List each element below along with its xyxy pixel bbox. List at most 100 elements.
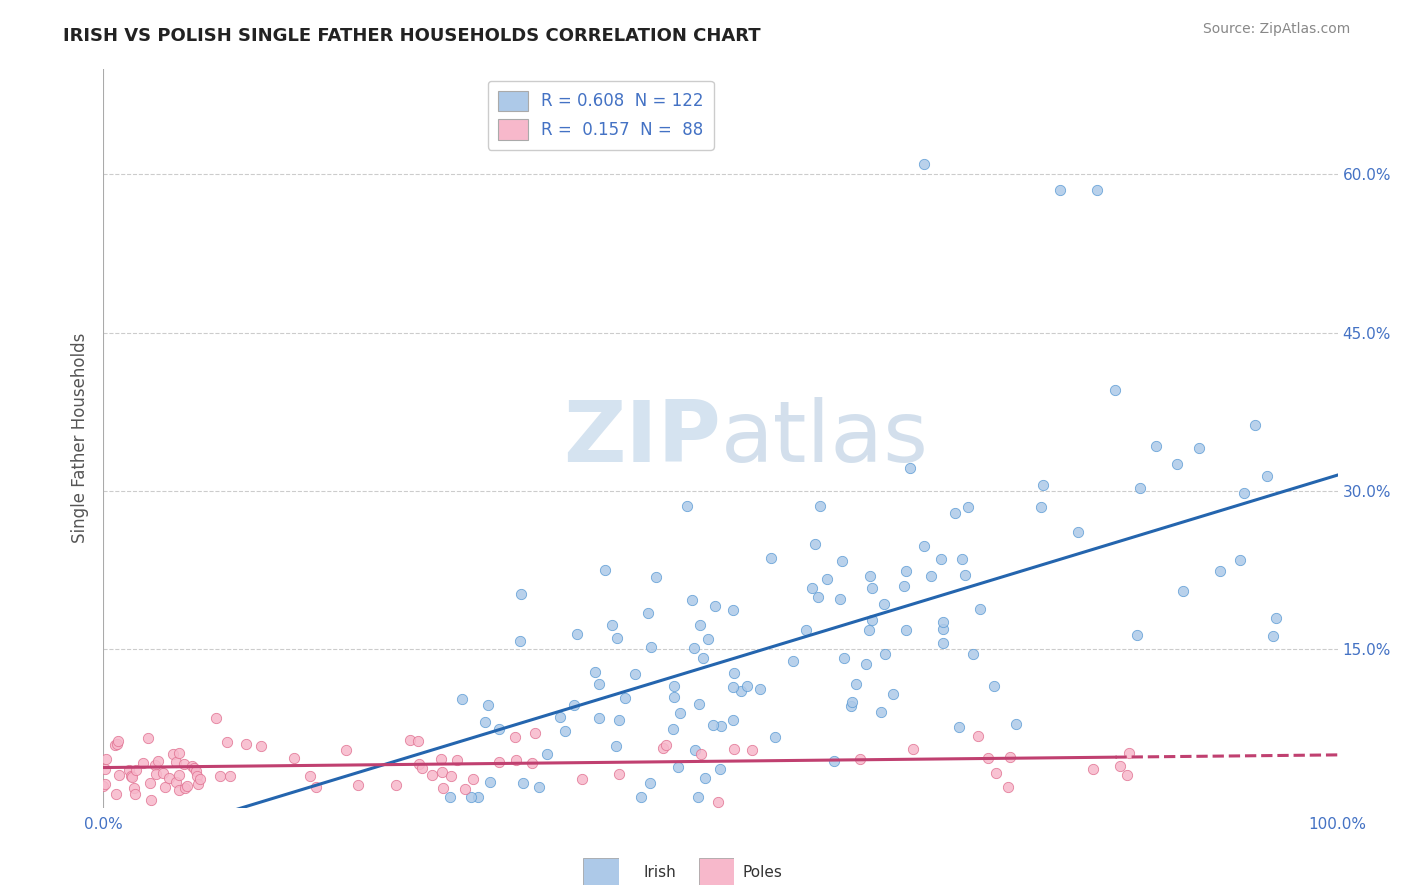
Point (520, 756, 543, 770)
Point (583, 665, 606, 679)
Point (898, 460, 921, 475)
Point (346, 778, 368, 792)
Point (870, 705, 893, 719)
Point (209, 769, 232, 783)
Point (1116, 768, 1139, 782)
Point (451, 692, 474, 706)
Point (188, 772, 211, 786)
Text: atlas: atlas (720, 397, 928, 480)
Point (1256, 469, 1278, 483)
Point (859, 568, 882, 582)
Point (536, 747, 558, 762)
Point (723, 742, 745, 756)
Point (721, 681, 744, 695)
Point (997, 780, 1019, 795)
Point (794, 623, 817, 637)
Point (831, 554, 853, 568)
Point (186, 768, 208, 782)
Point (523, 725, 546, 739)
Point (420, 767, 443, 781)
Point (666, 760, 689, 774)
Point (832, 650, 855, 665)
Point (600, 618, 623, 632)
Point (943, 506, 966, 520)
Point (1126, 628, 1149, 642)
Point (782, 654, 804, 668)
Point (1261, 629, 1284, 643)
Point (723, 665, 745, 680)
Point (1233, 485, 1256, 500)
Point (477, 698, 499, 713)
Point (335, 743, 357, 757)
Point (173, 781, 195, 796)
Point (855, 657, 877, 671)
Point (607, 767, 630, 781)
Point (956, 500, 979, 514)
Point (138, 776, 160, 790)
Point (219, 768, 242, 782)
Point (107, 734, 129, 748)
Point (808, 499, 831, 513)
Point (651, 741, 673, 756)
Point (165, 756, 187, 770)
Point (929, 551, 952, 566)
Legend: R = 0.608  N = 122, R =  0.157  N =  88: R = 0.608 N = 122, R = 0.157 N = 88 (488, 80, 714, 150)
Point (901, 741, 924, 756)
Point (1108, 759, 1130, 773)
Point (640, 640, 662, 655)
Y-axis label: Single Father Households: Single Father Households (72, 333, 89, 543)
Point (136, 731, 159, 745)
Point (411, 761, 433, 775)
Point (173, 756, 195, 771)
Point (862, 614, 884, 628)
Point (998, 750, 1021, 764)
Point (406, 734, 429, 748)
Point (439, 790, 461, 805)
Point (1229, 553, 1251, 567)
Point (609, 713, 631, 727)
Point (860, 581, 883, 595)
Point (181, 759, 204, 773)
Point (630, 790, 652, 805)
Point (186, 764, 208, 778)
Point (894, 564, 917, 578)
Point (1173, 584, 1195, 599)
Point (912, 540, 935, 554)
Point (763, 730, 786, 744)
Point (124, 787, 146, 801)
Point (931, 615, 953, 629)
Point (730, 684, 752, 698)
Point (721, 602, 744, 616)
Point (108, 767, 131, 781)
Point (588, 677, 610, 691)
Point (962, 648, 984, 662)
Point (683, 743, 706, 757)
Point (858, 624, 880, 638)
Point (704, 599, 727, 614)
Point (94, 762, 117, 776)
Point (120, 769, 142, 783)
Point (167, 782, 190, 797)
Point (215, 735, 238, 749)
Point (702, 718, 724, 732)
Point (430, 751, 453, 765)
Point (1067, 524, 1090, 539)
Point (721, 713, 744, 727)
Text: Irish: Irish (644, 865, 676, 880)
Point (969, 602, 991, 616)
Point (638, 775, 661, 789)
Point (509, 634, 531, 648)
Point (298, 768, 321, 782)
Point (132, 756, 155, 770)
Point (430, 764, 453, 779)
Point (1129, 481, 1152, 495)
Text: Poles: Poles (742, 865, 782, 880)
Point (554, 724, 576, 739)
Point (153, 780, 176, 794)
Point (801, 581, 824, 595)
Point (460, 790, 482, 805)
Point (1264, 611, 1286, 625)
Point (118, 764, 141, 778)
Point (953, 567, 976, 582)
Point (983, 679, 1005, 693)
